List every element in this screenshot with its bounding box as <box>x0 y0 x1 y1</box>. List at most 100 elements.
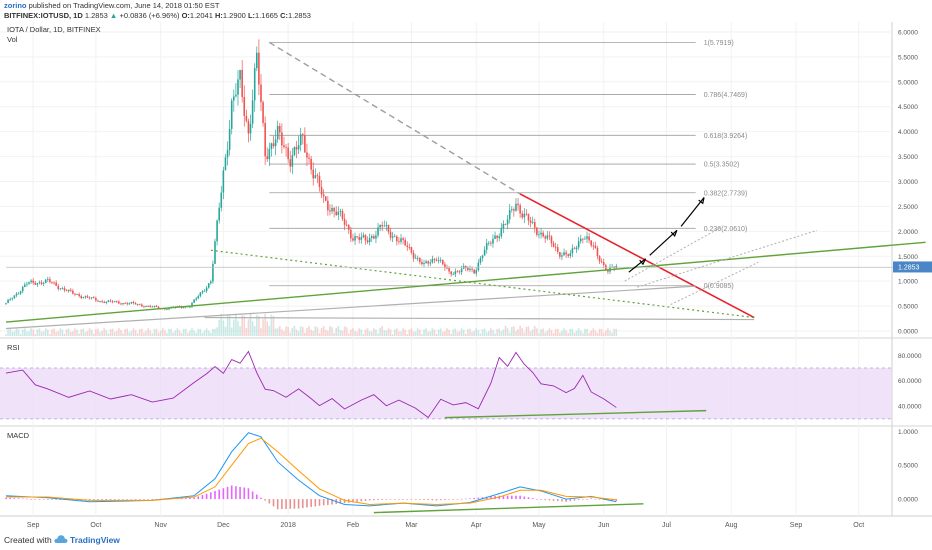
candle-body <box>327 200 329 211</box>
volume-bar <box>205 328 208 336</box>
volume-bar <box>544 332 547 336</box>
volume-bar <box>533 325 536 336</box>
candle-body <box>427 261 429 264</box>
macd-histogram-bar <box>268 499 271 504</box>
candle-body <box>490 242 492 244</box>
volume-bar <box>164 330 166 336</box>
macd-histogram-bar <box>260 497 262 500</box>
macd-histogram-bar <box>17 498 20 500</box>
candle-body <box>256 52 258 69</box>
volume-bar <box>439 328 442 336</box>
candle-body <box>11 298 14 300</box>
volume-bar <box>590 330 592 336</box>
open-label: O: <box>181 11 190 20</box>
candle-body <box>425 261 427 264</box>
macd-histogram-bar <box>519 495 521 500</box>
volume-bar <box>235 313 237 336</box>
macd-tick-label: 0.0000 <box>898 497 918 504</box>
candle-body <box>350 229 352 239</box>
macd-histogram-bar <box>30 498 32 500</box>
volume-bar <box>36 329 39 336</box>
tradingview-cloud-icon <box>54 535 68 543</box>
candle-body <box>201 291 204 293</box>
volume-bar <box>523 332 526 336</box>
volume-bar <box>278 325 281 336</box>
volume-bar <box>40 331 43 336</box>
volume-bar <box>74 328 76 336</box>
volume-bar <box>379 327 381 336</box>
macd-histogram-bar <box>143 499 145 500</box>
volume-bar <box>243 315 246 336</box>
fib-level-label: 1(5.7919) <box>704 40 734 47</box>
macd-histogram-bar <box>373 499 375 501</box>
candle-body <box>247 120 250 134</box>
volume-bar <box>525 326 528 336</box>
rsi-tick-label: 60.0000 <box>898 378 922 385</box>
candle-body <box>230 100 233 129</box>
candle-body <box>598 256 601 262</box>
candle-body <box>356 236 358 238</box>
macd-histogram-bar <box>293 499 296 509</box>
volume-bar <box>561 330 563 336</box>
candle-body <box>130 302 133 304</box>
red-downtrend-line <box>519 193 755 319</box>
candle-body <box>584 238 586 240</box>
macd-histogram-bar <box>13 498 16 500</box>
volume-bar <box>548 328 551 336</box>
volume-bar <box>498 328 501 336</box>
candle-body <box>72 290 74 294</box>
candle-body <box>552 243 555 247</box>
author-link[interactable]: zorino <box>4 1 27 10</box>
volume-bar <box>134 330 137 336</box>
candle-body <box>132 302 135 304</box>
volume-bar <box>157 332 160 336</box>
candle-body <box>410 247 413 253</box>
chart-canvas[interactable]: Sep Oct Nov Dec 2018 Feb Mar Apr May Jun Jul Aug Sep… <box>0 22 932 531</box>
candle-body <box>569 253 572 256</box>
volume-bar <box>82 328 85 336</box>
candle-body <box>540 232 542 235</box>
volume-bar <box>247 319 250 336</box>
volume-bar <box>419 329 421 336</box>
candle-body <box>508 209 511 220</box>
candle-body <box>134 303 137 305</box>
candle-body <box>494 235 496 239</box>
volume-bar <box>59 328 62 336</box>
volume-bar <box>391 334 394 336</box>
candle-body <box>224 157 227 171</box>
volume-bar <box>109 329 112 336</box>
macd-histogram-bar <box>276 499 279 510</box>
volume-bar <box>343 326 346 336</box>
volume-bar <box>519 325 521 336</box>
macd-histogram-bar <box>561 499 563 502</box>
macd-histogram-bar <box>201 495 204 500</box>
volume-bar <box>289 332 292 336</box>
volume-bar <box>437 329 440 336</box>
candle-body <box>483 249 486 256</box>
candle-body <box>406 245 409 247</box>
volume-bar <box>556 328 559 336</box>
candle-body <box>291 155 294 167</box>
volume-bar <box>53 328 55 336</box>
dashed-downtrend-line <box>268 41 521 195</box>
volume-bar <box>297 331 300 336</box>
candle-body <box>197 296 200 299</box>
candle-body <box>594 245 597 249</box>
volume-bar <box>569 328 572 336</box>
volume-bar <box>90 329 93 336</box>
candle-body <box>460 268 463 273</box>
macd-histogram-bar <box>147 499 149 500</box>
candle-body <box>377 227 379 236</box>
candle-body <box>218 207 220 221</box>
candle-body <box>492 238 494 244</box>
volume-bar <box>571 328 574 336</box>
volume-bar <box>465 333 467 336</box>
candle-body <box>314 175 317 179</box>
volume-bar <box>429 331 432 336</box>
volume-bar <box>387 328 390 336</box>
macd-histogram-bar <box>197 496 200 500</box>
candle-body <box>195 298 197 300</box>
created-with-label: Created with <box>4 535 52 545</box>
volume-bar <box>180 332 183 336</box>
tradingview-brand[interactable]: TradingView <box>70 535 120 545</box>
